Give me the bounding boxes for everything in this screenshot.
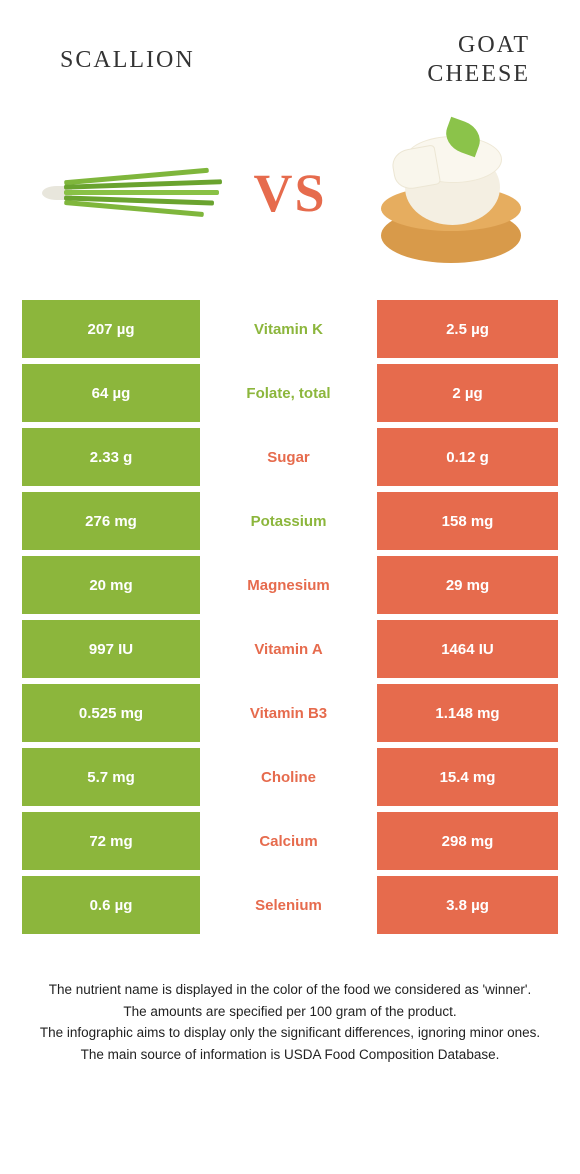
- nutrient-label: Folate, total: [200, 364, 377, 422]
- table-row: 997 IUVitamin A1464 IU: [22, 620, 558, 678]
- nutrient-label: Potassium: [200, 492, 377, 550]
- table-row: 276 mgPotassium158 mg: [22, 492, 558, 550]
- image-row: VS: [0, 110, 580, 300]
- table-row: 0.6 µgSelenium3.8 µg: [22, 876, 558, 934]
- nutrient-label: Calcium: [200, 812, 377, 870]
- table-row: 72 mgCalcium298 mg: [22, 812, 558, 870]
- right-value: 15.4 mg: [377, 748, 558, 806]
- left-value: 0.6 µg: [22, 876, 200, 934]
- left-value: 72 mg: [22, 812, 200, 870]
- footer-notes: The nutrient name is displayed in the co…: [0, 940, 580, 1064]
- nutrient-table: 207 µgVitamin K2.5 µg64 µgFolate, total2…: [0, 300, 580, 934]
- right-food-title: GOATCHEESE: [295, 31, 540, 89]
- left-value: 276 mg: [22, 492, 200, 550]
- right-value: 2 µg: [377, 364, 558, 422]
- left-value: 0.525 mg: [22, 684, 200, 742]
- table-row: 0.525 mgVitamin B31.148 mg: [22, 684, 558, 742]
- right-value: 3.8 µg: [377, 876, 558, 934]
- right-value: 1.148 mg: [377, 684, 558, 742]
- left-value: 5.7 mg: [22, 748, 200, 806]
- right-value: 29 mg: [377, 556, 558, 614]
- right-value: 298 mg: [377, 812, 558, 870]
- scallion-image: [20, 158, 243, 228]
- table-row: 5.7 mgCholine15.4 mg: [22, 748, 558, 806]
- table-row: 20 mgMagnesium29 mg: [22, 556, 558, 614]
- footer-line: The nutrient name is displayed in the co…: [30, 980, 550, 1000]
- nutrient-label: Vitamin B3: [200, 684, 377, 742]
- nutrient-label: Choline: [200, 748, 377, 806]
- left-value: 20 mg: [22, 556, 200, 614]
- nutrient-label: Vitamin K: [200, 300, 377, 358]
- footer-line: The main source of information is USDA F…: [30, 1045, 550, 1065]
- right-value: 158 mg: [377, 492, 558, 550]
- left-value: 64 µg: [22, 364, 200, 422]
- left-value: 997 IU: [22, 620, 200, 678]
- nutrient-label: Magnesium: [200, 556, 377, 614]
- left-value: 207 µg: [22, 300, 200, 358]
- right-value: 1464 IU: [377, 620, 558, 678]
- footer-line: The amounts are specified per 100 gram o…: [30, 1002, 550, 1022]
- vs-label: VS: [243, 162, 336, 224]
- nutrient-label: Selenium: [200, 876, 377, 934]
- left-food-title: SCALLION: [40, 47, 295, 74]
- right-value: 0.12 g: [377, 428, 558, 486]
- table-row: 2.33 gSugar0.12 g: [22, 428, 558, 486]
- table-row: 207 µgVitamin K2.5 µg: [22, 300, 558, 358]
- header: SCALLION GOATCHEESE: [0, 0, 580, 110]
- right-value: 2.5 µg: [377, 300, 558, 358]
- left-value: 2.33 g: [22, 428, 200, 486]
- table-row: 64 µgFolate, total2 µg: [22, 364, 558, 422]
- footer-line: The infographic aims to display only the…: [30, 1023, 550, 1043]
- nutrient-label: Vitamin A: [200, 620, 377, 678]
- goat-cheese-image: [337, 108, 560, 278]
- nutrient-label: Sugar: [200, 428, 377, 486]
